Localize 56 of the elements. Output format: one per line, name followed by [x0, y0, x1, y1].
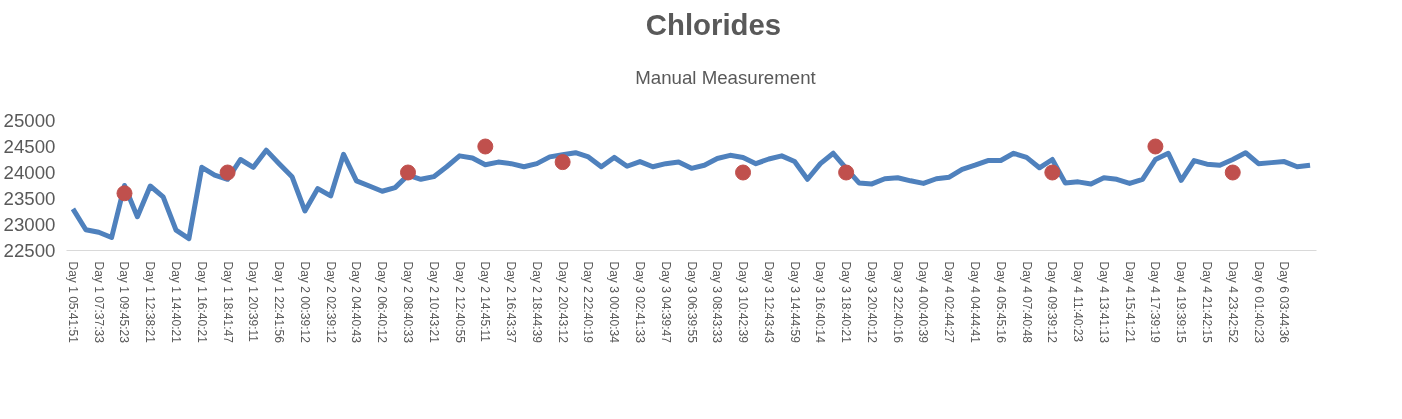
x-tick-label: Day 4 19:39:15	[1174, 261, 1189, 344]
y-tick-label: 24000	[3, 162, 56, 183]
x-tick-label: Day 6 01:40:23	[1251, 261, 1266, 344]
text: Manual Measurement	[635, 66, 816, 89]
x-tick-label: Day 2 04:40:43	[349, 261, 364, 344]
x-tick-label: Day 4 05:45:16	[993, 261, 1008, 344]
x-tick-label: Day 3 04:39:47	[658, 261, 673, 344]
x-tick-label: Day 4 04:44:41	[968, 261, 983, 344]
x-tick-label: Day 1 07:37:33	[91, 261, 106, 344]
y-tick-label: 24500	[3, 136, 56, 157]
chart-title: Chlorides	[645, 7, 782, 41]
x-tick-label: Day 4 11:40:23	[1071, 261, 1086, 343]
x-tick-label: Day 3 18:40:21	[839, 261, 854, 344]
x-tick-label: Day 4 13:41:13	[1096, 261, 1111, 344]
x-tick-label: Day 1 09:45:23	[117, 261, 132, 344]
x-tick-label: Day 1 05:41:51	[65, 261, 80, 344]
x-tick-label: Day 3 12:43:43	[761, 261, 776, 344]
x-tick-label: Day 1 20:39:11	[246, 261, 261, 343]
x-tick-label: Day 1 16:40:21	[194, 261, 209, 344]
x-tick-label: Day 2 08:40:33	[400, 261, 415, 344]
x-tick-label: Day 3 16:40:14	[813, 261, 828, 344]
x-tick-label: Day 4 21:42:15	[1199, 261, 1214, 344]
x-tick-label: Day 4 00:40:39	[916, 261, 931, 344]
x-tick-label: Day 4 15:41:21	[1122, 261, 1137, 344]
x-tick-label: Day 2 14:45:11	[478, 261, 493, 343]
x-tick-label: Day 1 22:41:56	[272, 261, 287, 344]
x-tick-label: Day 1 14:40:21	[169, 261, 184, 344]
x-tick-label: Day 2 10:43:21	[426, 261, 441, 344]
x-tick-label: Day 3 06:39:55	[684, 261, 699, 344]
x-tick-label: Day 3 10:42:39	[736, 261, 751, 344]
x-tick-label: Day 2 06:40:12	[375, 261, 390, 344]
x-tick-label: Day 3 00:40:34	[607, 261, 622, 344]
x-tick-label: Day 2 20:43:12	[555, 261, 570, 344]
x-tick-label: Day 2 16:43:37	[504, 261, 519, 344]
x-tick-label: Day 1 18:41:47	[220, 261, 235, 344]
x-tick-label: Day 2 12:40:55	[452, 261, 467, 344]
x-tick-label: Day 3 14:44:59	[787, 261, 802, 344]
x-tick-label: Day 4 23:42:52	[1225, 261, 1240, 344]
x-tick-label: Day 4 17:39:19	[1148, 261, 1163, 344]
x-tick-label: Day 1 12:38:21	[143, 261, 158, 344]
x-tick-label: Day 3 08:43:33	[710, 261, 725, 344]
x-tick-label: Day 2 18:44:39	[529, 261, 544, 344]
y-tick-label: 22500	[3, 240, 56, 261]
x-tick-label: Day 2 00:39:12	[297, 261, 312, 344]
y-tick-label: 23000	[3, 214, 56, 235]
x-tick-label: Day 2 02:39:12	[323, 261, 338, 344]
x-tick-label: Day 4 07:40:48	[1019, 261, 1034, 344]
x-tick-label: Day 3 02:41:33	[632, 261, 647, 344]
x-tick-label: Day 4 02:44:27	[942, 261, 957, 344]
y-tick-label: 23500	[3, 188, 56, 209]
x-tick-label: Day 3 20:40:12	[864, 261, 879, 344]
x-tick-label: Day 2 22:40:19	[581, 261, 596, 344]
x-tick-label: Day 4 09:39:12	[1045, 261, 1060, 344]
y-tick-label: 25000	[3, 110, 56, 131]
x-tick-label: Day 6 03:44:36	[1277, 261, 1292, 344]
x-tick-label: Day 3 22:40:16	[890, 261, 905, 344]
